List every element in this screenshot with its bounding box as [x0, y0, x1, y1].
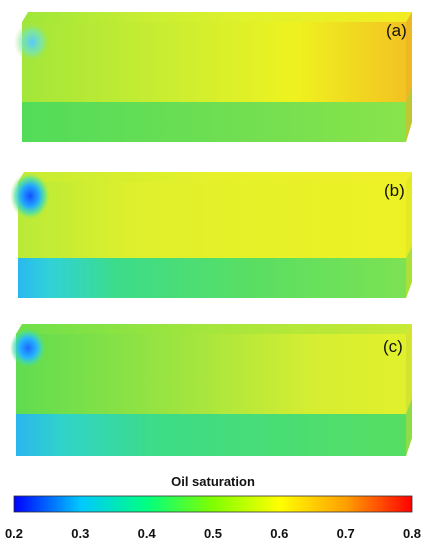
colorbar-title: Oil saturation	[171, 474, 255, 489]
panel-c-side-face	[406, 324, 412, 456]
panel-c-top-face	[16, 324, 412, 334]
panel-b-injection-zone	[10, 172, 50, 220]
panel-c-label: (c)	[383, 337, 403, 356]
colorbar-tick-labels: 0.2 0.3 0.4 0.5 0.6 0.7 0.8	[5, 526, 421, 541]
panel-b-upper-layer	[18, 172, 412, 258]
colorbar-tick-label: 0.5	[204, 526, 222, 541]
panel-b-top-face	[18, 172, 412, 182]
colorbar-tick-label: 0.2	[5, 526, 23, 541]
panel-c-lower-layer	[16, 398, 412, 456]
colorbar-tick-label: 0.8	[403, 526, 421, 541]
panel-b-label: (b)	[384, 181, 405, 200]
colorbar-tick-label: 0.4	[138, 526, 157, 541]
panel-c-upper-layer	[16, 324, 412, 414]
panel-a-lower-layer	[22, 85, 412, 142]
panel-b-side-face	[406, 172, 412, 298]
panel-b-lower-layer	[18, 246, 412, 298]
panel-a-injection-zone	[14, 22, 50, 62]
panel-c: (c)	[10, 324, 412, 456]
panel-b: (b)	[10, 172, 412, 298]
colorbar-tick-label: 0.6	[270, 526, 288, 541]
panel-a-upper-layer	[22, 12, 412, 102]
panel-a-label: (a)	[386, 21, 407, 40]
colorbar-tick-label: 0.7	[337, 526, 355, 541]
colorbar-tick-label: 0.3	[71, 526, 89, 541]
colorbar-scale	[13, 495, 413, 513]
panel-a: (a)	[14, 12, 412, 142]
panel-a-side-face	[406, 12, 412, 142]
panel-c-injection-zone	[10, 328, 46, 368]
panel-a-top-face	[22, 12, 412, 22]
colorbar: Oil saturation 0.2 0.3 0.4 0.5 0.6 0.7 0.8	[5, 474, 421, 541]
